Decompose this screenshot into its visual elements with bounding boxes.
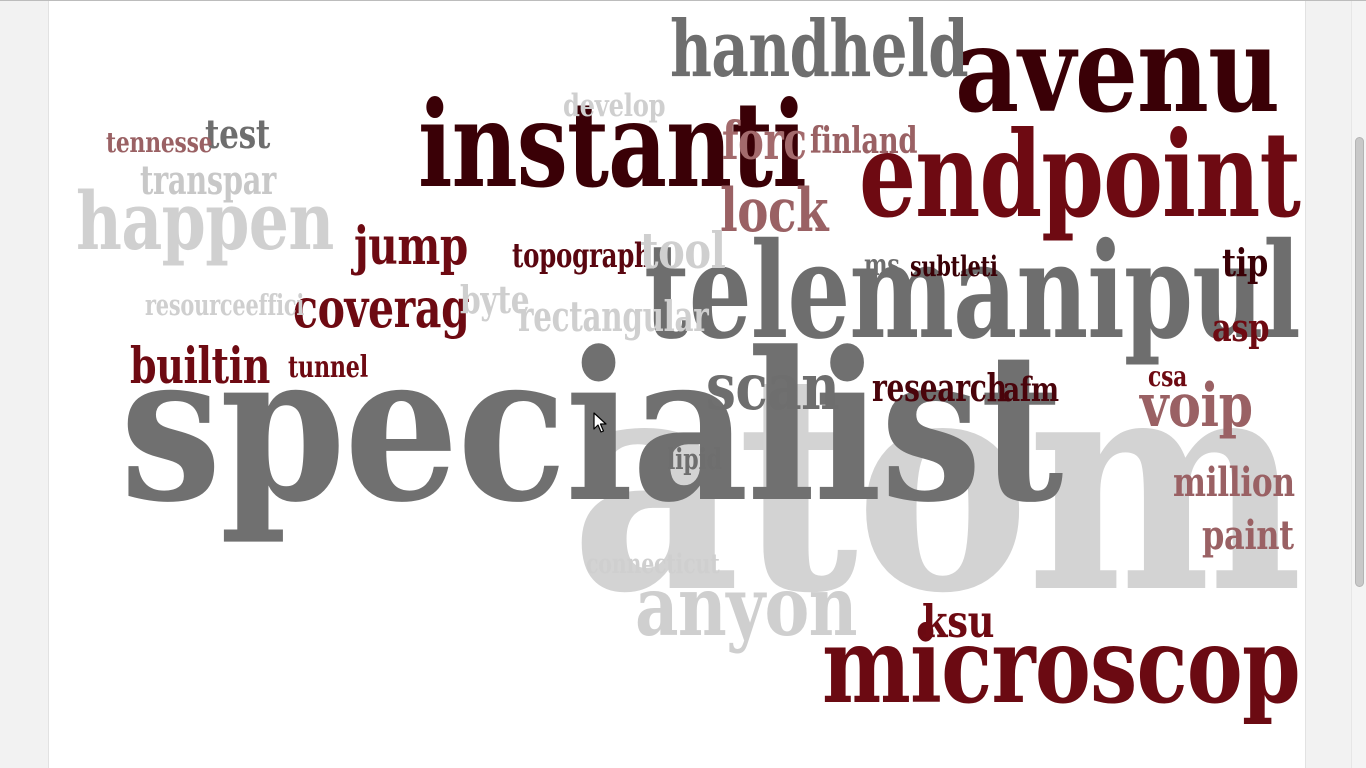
- word-lipid: lipid: [667, 442, 722, 476]
- word-ksu: ksu: [922, 595, 995, 648]
- word-scan: scan: [706, 350, 840, 425]
- word-forc: forc: [722, 111, 807, 172]
- word-coverag: coverag: [293, 276, 470, 340]
- word-endpoint: endpoint: [858, 105, 1301, 244]
- word-jump: jump: [354, 216, 468, 277]
- word-tool: tool: [640, 221, 726, 280]
- word-microscop: microscop: [822, 603, 1301, 727]
- word-avenu: avenu: [955, 1, 1280, 139]
- word-instanti: instanti: [418, 75, 807, 214]
- word-lock: lock: [720, 176, 829, 246]
- mouse-cursor-icon: [593, 412, 607, 433]
- word-afm: afm: [1003, 370, 1059, 410]
- word-specialist: specialist: [120, 308, 1063, 548]
- word-asp: asp: [1212, 305, 1270, 350]
- word-atom: atom: [570, 306, 1303, 659]
- word-transpar: transpar: [140, 157, 276, 204]
- word-telemanipul: telemanipul: [644, 214, 1301, 369]
- word-tunnel: tunnel: [288, 350, 368, 385]
- word-topograph: topograph: [512, 236, 652, 276]
- word-tip: tip: [1222, 240, 1268, 285]
- word-connecticut: connecticut: [586, 549, 720, 580]
- word-rectangular: rectangular: [518, 292, 709, 341]
- word-test: test: [205, 111, 270, 158]
- scrollbar-thumb[interactable]: [1355, 137, 1364, 587]
- word-develop: develop: [563, 88, 666, 124]
- word-finland: finland: [810, 120, 918, 162]
- word-anyon: anyon: [635, 559, 858, 655]
- word-csa: csa: [1148, 360, 1188, 393]
- word-voip: voip: [1140, 371, 1253, 441]
- word-handheld: handheld: [670, 4, 969, 95]
- word-resourceeffici: resourceeffici: [145, 288, 305, 322]
- word-builtin: builtin: [130, 336, 271, 395]
- word-ms: ms: [864, 248, 900, 283]
- word-byte: byte: [460, 277, 530, 322]
- word-paint: paint: [1202, 512, 1294, 559]
- word-cloud-canvas: [48, 1, 1306, 768]
- word-happen: happen: [76, 174, 334, 268]
- word-million: million: [1173, 459, 1295, 506]
- word-tennesse: tennesse: [106, 126, 213, 159]
- word-research: research: [872, 365, 1007, 410]
- word-subtleti: subtleti: [910, 250, 998, 283]
- vertical-scrollbar[interactable]: [1351, 1, 1366, 768]
